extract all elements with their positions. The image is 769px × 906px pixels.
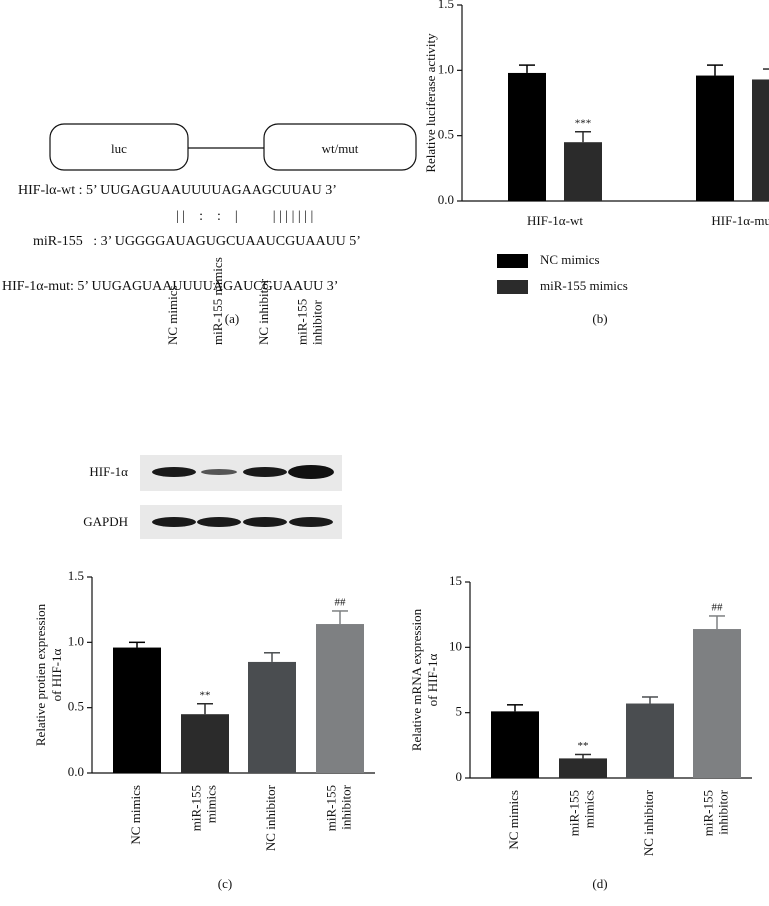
- band: [201, 469, 237, 475]
- column-label: inhibitor: [309, 300, 324, 345]
- sequence: HIF-lα-wt : 5’ UUGAGUAAUUUUAGAAGCUUAU 3’: [18, 183, 337, 198]
- y-axis-label: of HIF-1α: [49, 648, 64, 701]
- x-tick-label: HIF-1α-wt: [527, 213, 583, 228]
- x-tick-label: miR-155: [700, 790, 715, 836]
- significance: **: [578, 740, 589, 752]
- x-tick-label: NC mimics: [506, 790, 521, 850]
- bar: [626, 703, 674, 778]
- sequence: miR-155 : 3’ UGGGGAUAGUGCUAAUCGUAAUU 5’: [33, 234, 361, 249]
- bar: [248, 661, 296, 773]
- panel-label: (b): [592, 311, 607, 326]
- y-axis-label: Relative mRNA expression: [409, 608, 424, 751]
- panel-label: (d): [592, 876, 607, 891]
- column-label: NC inhibitor: [256, 278, 271, 345]
- x-tick-label: miR-155: [188, 785, 203, 831]
- bar: [693, 629, 741, 778]
- x-tick-label: HIF-1α-mut: [711, 213, 769, 228]
- legend-swatch: [497, 280, 528, 294]
- construct-diagram: luc wt/mut HIF-lα-wt : 5’ UUGAGUAAUUUUAG…: [2, 123, 417, 326]
- legend-label: NC mimics: [540, 252, 600, 267]
- box-label: wt/mut: [322, 141, 359, 156]
- band: [243, 467, 287, 477]
- x-tick-label: NC inhibitor: [263, 784, 278, 851]
- wt-mut-box: [263, 123, 417, 171]
- x-tick-label: mimics: [203, 785, 218, 823]
- box-label: luc: [111, 141, 127, 156]
- x-tick-label: miR-155: [566, 790, 581, 836]
- y-tick-label: 0.5: [68, 699, 84, 714]
- y-axis-label: Relative luciferase activity: [423, 33, 438, 173]
- bar: [752, 79, 769, 201]
- significance: **: [200, 689, 211, 701]
- bar: [181, 714, 229, 773]
- significance: ***: [575, 117, 592, 129]
- x-tick-label: NC mimics: [128, 785, 143, 845]
- significance: ##: [335, 597, 347, 609]
- y-tick-label: 5: [456, 704, 463, 719]
- y-tick-label: 1.0: [438, 61, 454, 76]
- y-tick-label: 0.0: [438, 192, 454, 207]
- bar: [564, 142, 602, 201]
- column-label: NC mimics: [165, 285, 180, 345]
- row-label: HIF-1α: [89, 464, 128, 479]
- column-label: miR-155: [294, 299, 309, 345]
- bar: [508, 72, 546, 202]
- y-tick-label: 15: [449, 573, 462, 588]
- y-axis-label: Relative protien expression: [33, 603, 48, 746]
- bar: [491, 711, 539, 778]
- x-tick-label: NC inhibitor: [641, 789, 656, 856]
- band: [152, 517, 196, 527]
- band: [243, 517, 287, 527]
- y-tick-label: 0.5: [438, 127, 454, 142]
- band: [197, 517, 241, 527]
- x-tick-label: miR-155: [323, 785, 338, 831]
- panel-label: (a): [225, 311, 239, 326]
- y-tick-label: 0: [456, 769, 463, 784]
- y-tick-label: 1.0: [68, 633, 84, 648]
- y-tick-label: 1.5: [438, 0, 454, 11]
- band: [288, 465, 334, 479]
- y-tick-label: 0.0: [68, 764, 84, 779]
- x-tick-label: mimics: [581, 790, 596, 828]
- band: [289, 517, 333, 527]
- pairing: | | : : | | | | | | | |: [176, 209, 313, 224]
- y-axis-label: of HIF-1α: [425, 653, 440, 706]
- band: [152, 467, 196, 477]
- significance: ##: [712, 602, 724, 614]
- y-tick-label: 1.5: [68, 568, 84, 583]
- panel-label: (c): [218, 876, 232, 891]
- row-label: GAPDH: [83, 514, 128, 529]
- x-tick-label: inhibitor: [715, 789, 730, 834]
- sequence: HIF-1α-mut: 5’ UUGAGUAAUUUUAGAUCGUAAUU 3…: [2, 279, 338, 294]
- legend-label: miR-155 mimics: [540, 278, 628, 293]
- bar: [316, 624, 364, 773]
- western-blot: HIF-1α GAPDH: [83, 455, 342, 539]
- x-tick-label: inhibitor: [338, 784, 353, 829]
- bar: [696, 75, 734, 201]
- legend-swatch: [497, 254, 528, 268]
- luc-box: [49, 123, 189, 171]
- bar: [559, 758, 607, 778]
- y-tick-label: 10: [449, 638, 462, 653]
- bar: [113, 647, 161, 773]
- column-label: miR-155 mimics: [210, 257, 225, 345]
